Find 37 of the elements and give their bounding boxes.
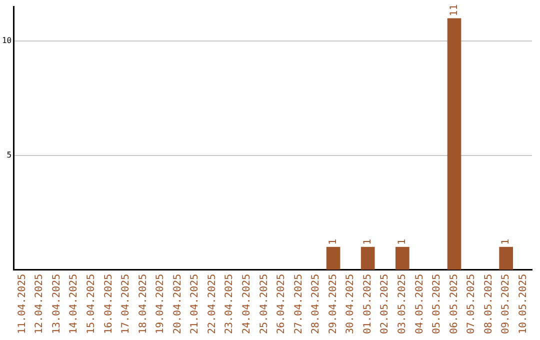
- data-label: 1: [328, 238, 339, 245]
- x-tick-label: 21.04.2025: [190, 274, 201, 334]
- x-tick-label: 16.04.2025: [103, 274, 114, 334]
- x-tick-label: 29.04.2025: [328, 274, 339, 334]
- x-tick-label: 22.04.2025: [206, 274, 218, 334]
- x-tick-label: 12.04.2025: [34, 274, 46, 334]
- data-label: 1: [362, 238, 374, 245]
- y-tick-label: 10: [2, 36, 12, 46]
- x-tick-label: 19.04.2025: [155, 274, 166, 334]
- x-tick-label: 25.04.2025: [258, 274, 270, 334]
- x-tick-label: 13.04.2025: [51, 274, 62, 334]
- x-tick-label: 10.05.2025: [518, 274, 529, 334]
- x-tick-label: 28.04.2025: [310, 274, 322, 334]
- x-tick-label: 26.04.2025: [276, 274, 288, 334]
- x-tick-label: 03.05.2025: [397, 274, 408, 334]
- x-tick-label: 01.05.2025: [362, 274, 374, 334]
- x-tick-label: 27.04.2025: [293, 274, 304, 334]
- x-tick-label: 11.04.2025: [16, 274, 28, 334]
- x-tick-label: 06.05.2025: [448, 274, 460, 334]
- x-tick-label: 08.05.2025: [483, 274, 494, 334]
- x-tick-label: 15.04.2025: [86, 274, 97, 334]
- data-label: 1: [500, 238, 512, 245]
- x-tick-label: 23.04.2025: [224, 274, 236, 334]
- x-tick-label: 20.04.2025: [172, 274, 184, 334]
- y-tick-label: 5: [6, 150, 12, 160]
- x-tick-label: 24.04.2025: [241, 274, 252, 334]
- x-tick-label: 04.05.2025: [414, 274, 426, 334]
- x-tick-label: 02.05.2025: [380, 274, 391, 334]
- data-label: 1: [397, 238, 408, 245]
- x-tick-label: 18.04.2025: [138, 274, 149, 334]
- x-tick-label: 17.04.2025: [120, 274, 132, 334]
- x-tick-label: 07.05.2025: [466, 274, 478, 334]
- x-tick-label: 05.05.2025: [432, 274, 443, 334]
- data-label: 11: [448, 4, 460, 16]
- x-tick-label: 14.04.2025: [68, 274, 80, 334]
- x-tick-label: 30.04.2025: [345, 274, 356, 334]
- x-tick-label: 09.05.2025: [500, 274, 512, 334]
